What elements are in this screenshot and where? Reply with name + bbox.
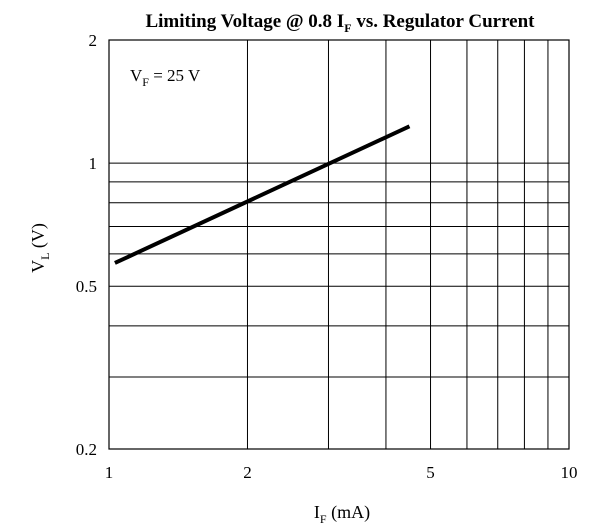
- series-line: [114, 124, 411, 265]
- x-axis-label: IF (mA): [314, 502, 370, 526]
- y-tick-label: 0.5: [76, 277, 97, 296]
- y-tick-label: 2: [89, 31, 98, 50]
- x-tick-label: 1: [105, 463, 114, 482]
- annotation-vf: VF = 25 V: [130, 66, 201, 89]
- y-tick-label: 0.2: [76, 440, 97, 459]
- x-tick-label: 2: [243, 463, 252, 482]
- x-tick-labels: 1 2 5 10: [105, 463, 578, 482]
- plot-frame: [108, 39, 570, 450]
- chart-title: Limiting Voltage @ 0.8 IF vs. Regulator …: [145, 11, 535, 35]
- x-tick-label: 5: [426, 463, 435, 482]
- series-layer: [114, 124, 411, 265]
- x-tick-label: 10: [561, 463, 578, 482]
- plot-area: [108, 39, 570, 450]
- y-axis-label: VL (V): [28, 223, 52, 273]
- y-tick-label: 1: [89, 154, 98, 173]
- grid: [109, 40, 569, 449]
- y-tick-labels: 0.2 0.5 1 2: [76, 31, 97, 459]
